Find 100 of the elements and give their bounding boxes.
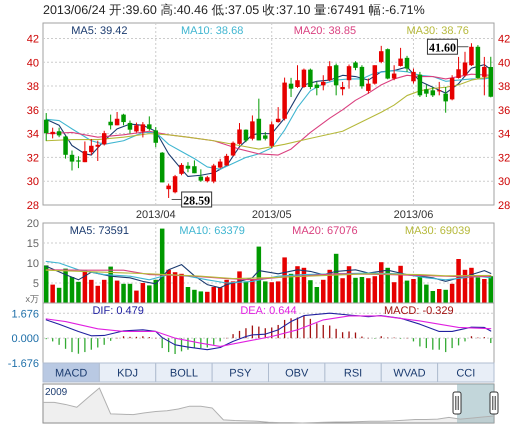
text: RSI	[344, 368, 362, 380]
annotation: 41.60	[428, 40, 456, 55]
bar	[82, 270, 88, 303]
bar	[295, 266, 300, 303]
y-tick-label: 20	[26, 218, 39, 230]
bar	[482, 279, 487, 303]
text: MA10: 63379	[179, 225, 245, 237]
candlestick	[269, 120, 274, 148]
bar	[418, 275, 422, 303]
y2-tick-label: 30	[498, 176, 510, 188]
candlestick	[392, 64, 396, 81]
y-tick-label: 0.000	[11, 333, 39, 346]
candlestick	[450, 74, 454, 101]
candlestick	[436, 81, 442, 96]
bar	[378, 262, 384, 303]
bar	[134, 290, 139, 303]
bar	[153, 280, 158, 303]
bar	[140, 283, 146, 303]
series-label: DIF: 0.479	[92, 305, 144, 317]
candlestick	[89, 138, 94, 156]
text: WVAD	[393, 368, 426, 380]
bar	[198, 291, 204, 303]
bar	[334, 254, 338, 303]
candlestick	[482, 56, 487, 96]
candlestick	[244, 128, 248, 143]
candlestick	[346, 64, 352, 90]
candlestick	[56, 127, 62, 138]
candlestick	[63, 136, 68, 160]
bar	[269, 282, 274, 303]
text: MA30: 69039	[404, 225, 470, 237]
y-axis-title: x万	[26, 294, 39, 304]
bar	[218, 287, 222, 303]
candlestick	[308, 68, 313, 90]
x-tick-label: 2013/05	[252, 209, 292, 221]
text: KDJ	[117, 368, 138, 380]
y-tick-label: 40	[26, 57, 39, 70]
text: MA5: 39.42	[71, 25, 128, 37]
candlestick	[430, 86, 436, 98]
candlestick	[172, 174, 178, 194]
bar	[488, 276, 494, 303]
y-tick-label: 34	[26, 128, 39, 141]
candlestick	[256, 98, 262, 141]
candlestick	[288, 77, 294, 98]
candlestick	[44, 112, 48, 142]
text: CCI	[456, 368, 476, 380]
y-tick-label: 15	[26, 238, 39, 250]
y2-tick-label: 40	[498, 57, 510, 70]
candlestick	[276, 106, 280, 124]
candlestick	[334, 63, 338, 96]
candlestick	[153, 126, 158, 148]
bar	[192, 290, 197, 303]
bar	[160, 228, 164, 303]
candlestick	[424, 84, 429, 98]
bar	[476, 277, 480, 303]
bar	[172, 272, 178, 303]
candlestick	[230, 140, 236, 157]
y2-tick-label: 32	[498, 152, 510, 164]
candlestick	[70, 150, 74, 172]
candlestick	[179, 162, 184, 176]
text: MACD	[54, 368, 88, 380]
candlestick	[192, 160, 197, 174]
bar	[147, 285, 152, 303]
bar	[424, 284, 429, 303]
x-tick-label: 2013/04	[136, 209, 176, 221]
candlestick	[404, 55, 410, 72]
bar	[411, 279, 416, 303]
text: MA5: 73591	[70, 225, 130, 237]
text: PSY	[229, 368, 252, 380]
candlestick	[147, 116, 152, 132]
candlestick	[411, 68, 416, 84]
candlestick	[360, 64, 364, 90]
y-tick-label: -1.676	[8, 358, 39, 370]
candlestick	[295, 64, 300, 88]
bar	[44, 265, 48, 303]
candlestick	[108, 114, 113, 130]
candlestick	[327, 60, 332, 82]
series-label: MACD: -0.329	[384, 305, 454, 317]
text: BOLL	[170, 368, 198, 380]
candlestick	[302, 68, 306, 88]
chart-title: 2013/06/24 开:39.60 高:40.46 低:37.05 收:37.10 量:67491 幅:-6.71%	[43, 2, 425, 17]
candlestick	[102, 130, 106, 146]
bar	[211, 287, 216, 303]
text: MA30: 38.76	[406, 25, 469, 37]
bar	[230, 281, 236, 303]
candlestick	[378, 45, 384, 64]
y-tick-label: 30	[26, 176, 39, 188]
y-tick-label: 28	[26, 200, 39, 212]
bar	[50, 284, 55, 303]
candlestick	[353, 60, 358, 71]
bar	[398, 266, 403, 303]
y-tick-label: 1.676	[11, 308, 39, 320]
candlestick	[82, 140, 88, 163]
y-tick-label: 42	[26, 33, 39, 46]
candlestick	[186, 162, 190, 173]
annotation: 2009	[45, 387, 68, 398]
y2-tick-label: 38	[498, 81, 510, 94]
candlestick	[237, 122, 242, 146]
bar	[372, 276, 378, 303]
bar	[430, 291, 436, 303]
bar	[276, 281, 280, 303]
